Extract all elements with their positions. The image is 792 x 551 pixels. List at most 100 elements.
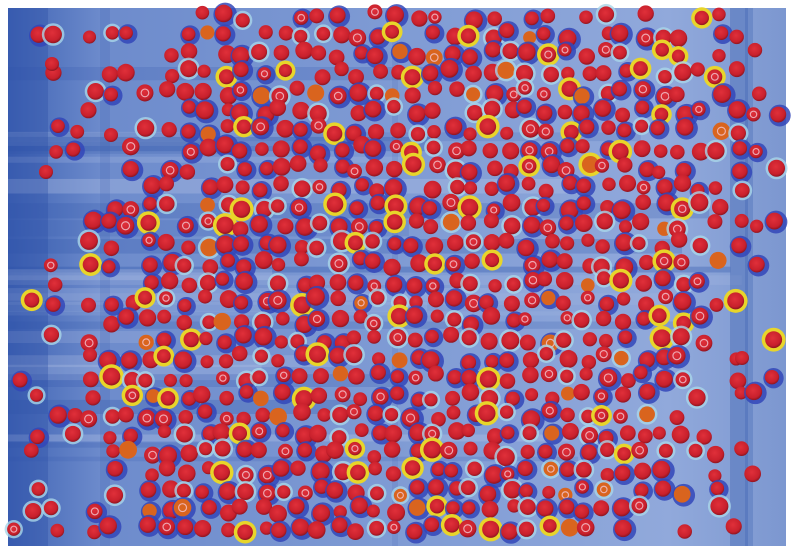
red-dot	[289, 80, 305, 96]
red-dot	[106, 486, 124, 504]
red-dot	[537, 123, 554, 140]
red-dot	[519, 334, 536, 351]
red-dot	[732, 163, 748, 180]
red-dot	[465, 234, 482, 250]
dot-highlight	[204, 217, 213, 225]
red-dot	[674, 63, 692, 81]
red-dot	[673, 254, 690, 271]
red-dot	[462, 501, 476, 515]
red-dot	[367, 123, 385, 141]
red-dot	[537, 27, 551, 41]
red-dot	[581, 155, 599, 173]
red-dot	[307, 521, 326, 539]
red-dot	[214, 4, 233, 23]
dot-highlight	[525, 146, 534, 155]
red-dot	[310, 117, 327, 134]
dot-highlight	[370, 7, 379, 16]
dot-highlight	[392, 142, 401, 151]
red-dot	[194, 82, 212, 101]
dot-highlight	[603, 373, 614, 383]
red-dot	[688, 388, 706, 407]
red-dot	[709, 251, 727, 269]
dot-highlight	[710, 72, 719, 81]
dot-highlight	[446, 197, 456, 207]
red-dot	[576, 461, 592, 478]
red-dot	[165, 68, 180, 84]
red-dot	[117, 63, 135, 82]
red-dot	[231, 498, 248, 515]
red-dot	[140, 214, 157, 231]
red-dot	[119, 440, 138, 459]
red-dot	[409, 424, 427, 442]
red-dot	[180, 60, 198, 78]
red-dot	[728, 101, 746, 119]
red-dot	[614, 313, 632, 331]
red-dot	[560, 462, 576, 478]
red-dot	[486, 428, 504, 445]
red-dot	[182, 391, 197, 406]
red-dot	[39, 165, 53, 179]
dot-highlight	[521, 315, 529, 323]
red-dot	[354, 423, 369, 438]
red-dot	[12, 372, 28, 388]
red-dot	[306, 287, 325, 306]
dot-highlight	[428, 429, 437, 438]
red-dot	[690, 193, 709, 212]
red-dot	[277, 485, 291, 499]
red-dot	[297, 443, 313, 458]
red-dot	[446, 501, 460, 515]
red-dot	[200, 25, 215, 40]
red-dot	[259, 161, 274, 176]
red-dot	[201, 500, 217, 515]
red-dot	[64, 425, 81, 442]
red-dot	[431, 462, 446, 477]
red-dot	[136, 119, 155, 137]
red-dot	[651, 165, 666, 179]
red-dot	[311, 462, 330, 481]
red-dot	[465, 11, 483, 29]
red-dot	[653, 329, 671, 348]
red-dot	[560, 386, 575, 401]
dot-highlight	[120, 221, 131, 231]
red-dot	[389, 328, 407, 347]
red-dot	[497, 61, 515, 79]
dot-highlight	[600, 485, 608, 494]
red-dot	[293, 180, 311, 197]
red-dot	[612, 81, 628, 97]
dot-highlight	[350, 167, 359, 176]
red-dot	[559, 350, 578, 368]
red-dot	[270, 199, 285, 213]
red-dot	[178, 298, 192, 312]
red-dot	[582, 66, 598, 82]
red-dot	[214, 440, 231, 457]
dot-highlight	[262, 470, 272, 480]
red-dot	[770, 106, 787, 123]
red-dot	[485, 253, 500, 268]
red-dot	[199, 331, 213, 346]
red-dot	[445, 256, 461, 272]
dot-highlight	[561, 166, 571, 175]
red-dot	[598, 41, 614, 58]
red-dot	[466, 87, 481, 102]
red-dot	[537, 198, 551, 212]
red-dot	[122, 137, 140, 156]
red-dot	[200, 355, 214, 369]
red-dot	[482, 520, 500, 538]
red-dot	[694, 10, 709, 26]
red-dot	[367, 47, 384, 65]
red-dot	[460, 28, 477, 44]
red-dot	[618, 330, 633, 344]
red-dot	[291, 368, 308, 385]
red-dot	[157, 233, 175, 251]
red-dot	[429, 498, 445, 514]
red-dot	[615, 234, 633, 252]
red-dot	[576, 518, 595, 537]
red-dot	[464, 294, 483, 313]
red-dot	[383, 258, 401, 277]
red-dot	[538, 183, 554, 199]
red-dot	[348, 69, 364, 85]
red-dot	[312, 368, 329, 385]
red-dot	[406, 278, 423, 294]
dot-highlight	[334, 259, 344, 269]
red-dot	[461, 383, 480, 401]
